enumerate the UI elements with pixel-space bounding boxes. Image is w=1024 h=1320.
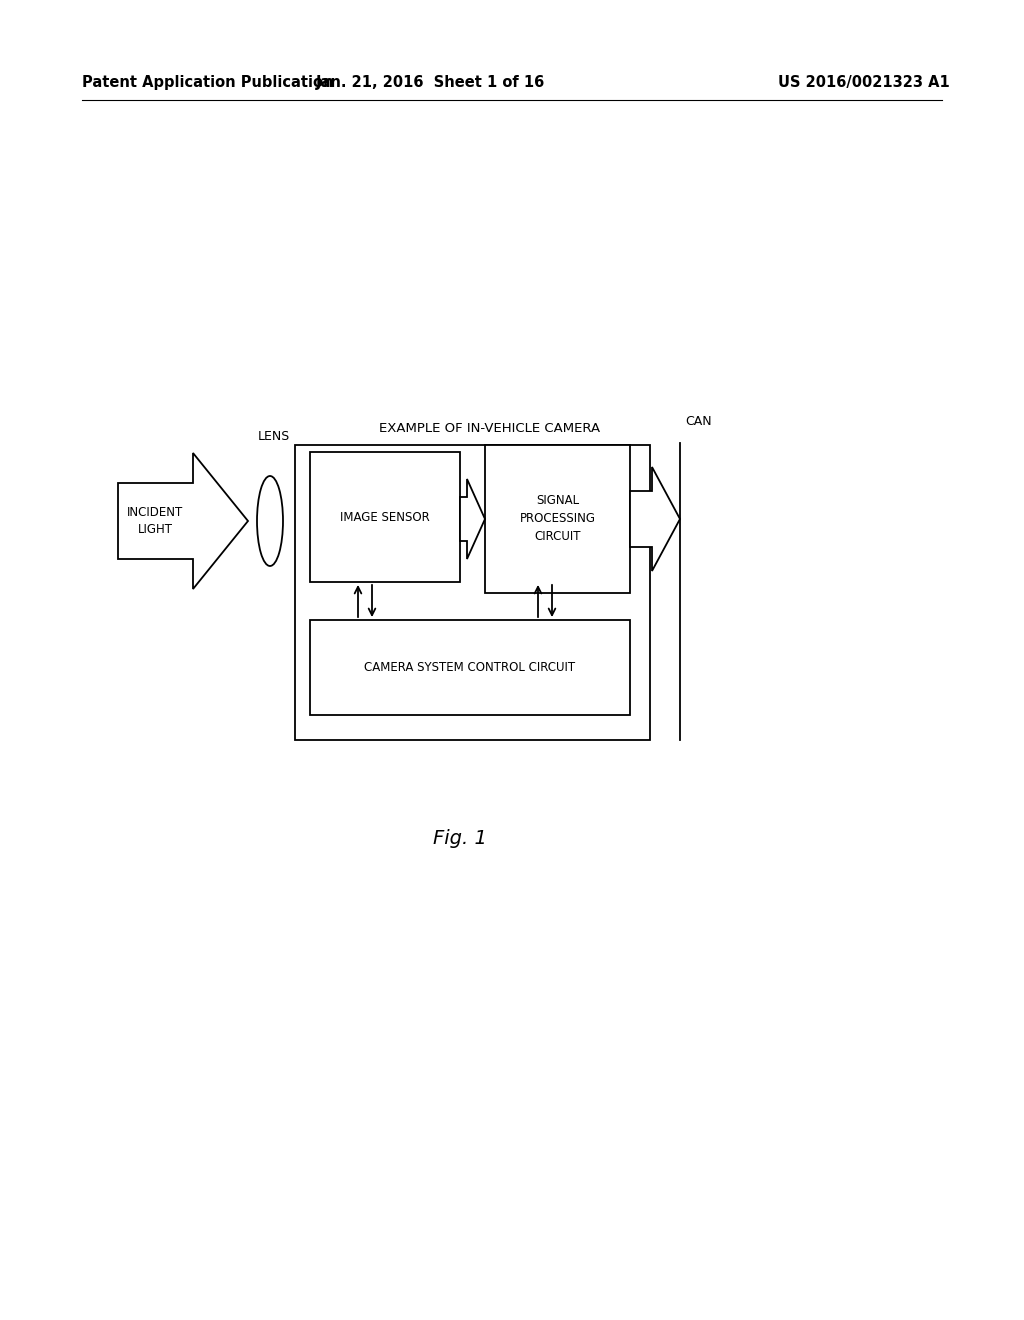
Text: Jan. 21, 2016  Sheet 1 of 16: Jan. 21, 2016 Sheet 1 of 16 [315, 74, 545, 90]
Text: IMAGE SENSOR: IMAGE SENSOR [340, 511, 430, 524]
Text: LENS: LENS [258, 430, 290, 444]
Text: CAN: CAN [685, 414, 712, 428]
Text: US 2016/0021323 A1: US 2016/0021323 A1 [778, 74, 950, 90]
Text: INCIDENT
LIGHT: INCIDENT LIGHT [127, 506, 183, 536]
Text: EXAMPLE OF IN-VEHICLE CAMERA: EXAMPLE OF IN-VEHICLE CAMERA [380, 421, 600, 434]
Ellipse shape [257, 477, 283, 566]
Text: SIGNAL
PROCESSING
CIRCUIT: SIGNAL PROCESSING CIRCUIT [519, 495, 596, 544]
Bar [310, 451, 460, 582]
Text: Patent Application Publication: Patent Application Publication [82, 74, 334, 90]
Bar [310, 620, 630, 715]
Polygon shape [118, 453, 248, 589]
Text: CAMERA SYSTEM CONTROL CIRCUIT: CAMERA SYSTEM CONTROL CIRCUIT [365, 661, 575, 675]
Polygon shape [630, 467, 680, 572]
Bar [295, 445, 650, 741]
Text: Fig. 1: Fig. 1 [433, 829, 487, 847]
Polygon shape [460, 479, 485, 558]
Bar [485, 445, 630, 593]
